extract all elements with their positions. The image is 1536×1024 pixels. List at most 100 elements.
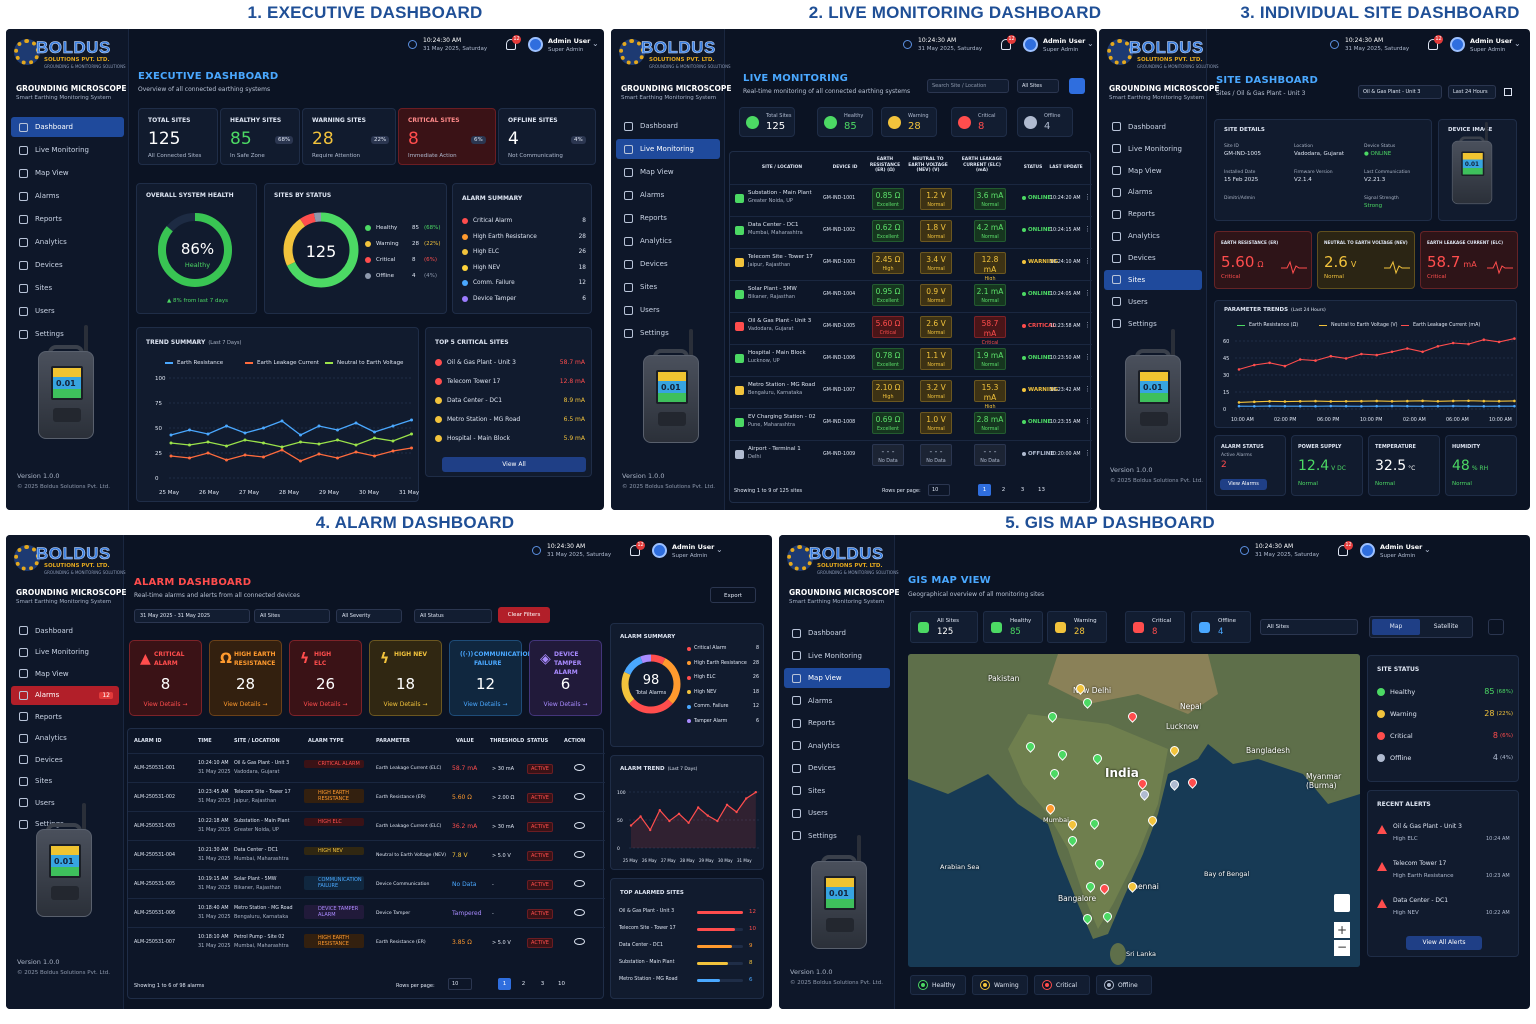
- user-menu[interactable]: Admin User Super Admin: [672, 543, 714, 561]
- pagination-page[interactable]: 1: [978, 484, 991, 496]
- pegman-icon[interactable]: [1334, 894, 1350, 912]
- rows-per-page-select[interactable]: 10: [448, 978, 472, 990]
- table-row[interactable]: ALM-250531-005 10:19:15 AM 31 May 2025 Sola…: [128, 869, 605, 898]
- row-menu-icon[interactable]: ⋮: [1084, 225, 1091, 233]
- sidebar-item-devices[interactable]: Devices: [784, 758, 890, 778]
- notification-bell-icon[interactable]: [1338, 545, 1348, 556]
- alarm-type-card[interactable]: ϟ HIGH ELC 26 View Details →: [289, 640, 362, 716]
- site-select[interactable]: Oil & Gas Plant - Unit 3: [1358, 85, 1442, 99]
- sidebar-item-reports[interactable]: Reports: [1104, 205, 1202, 225]
- view-details-link[interactable]: View Details →: [303, 701, 348, 708]
- avatar[interactable]: [1360, 543, 1375, 558]
- view-details-link[interactable]: View Details →: [383, 701, 428, 708]
- view-eye-icon[interactable]: [574, 851, 585, 858]
- filter-select[interactable]: All Sites: [254, 609, 330, 623]
- alarm-type-card[interactable]: ▲ CRITICAL ALARM 8 View Details →: [129, 640, 202, 716]
- pagination-page[interactable]: 2: [1001, 487, 1006, 493]
- sidebar-item-devices[interactable]: Devices: [1104, 248, 1202, 268]
- table-row[interactable]: ALM-250531-004 10:21:30 AM 31 May 2025 Data…: [128, 840, 605, 869]
- sidebar-item-settings[interactable]: Settings: [1104, 314, 1202, 334]
- status-chip[interactable]: Critical 8: [1125, 611, 1185, 643]
- table-row[interactable]: Metro Station - MG Road Bengaluru, Karnat…: [730, 376, 1092, 410]
- sidebar-item-reports[interactable]: Reports: [616, 208, 720, 228]
- sidebar-item-settings[interactable]: Settings: [616, 323, 720, 343]
- view-eye-icon[interactable]: [574, 880, 585, 887]
- map-toggle-map[interactable]: Map: [1372, 619, 1420, 635]
- sidebar-item-dashboard[interactable]: Dashboard: [11, 621, 119, 640]
- sidebar-item-analytics[interactable]: Analytics: [11, 729, 119, 748]
- sidebar-item-alarms[interactable]: Alarms: [1104, 183, 1202, 203]
- notification-bell-icon[interactable]: [1428, 39, 1438, 50]
- table-row[interactable]: ALM-250531-007 10:18:10 AM 31 May 2025 Petr…: [128, 927, 605, 956]
- status-chip[interactable]: Offline 4: [1191, 611, 1251, 643]
- status-chip[interactable]: Healthy 85: [983, 611, 1043, 643]
- sidebar-item-sites[interactable]: Sites: [1104, 270, 1202, 290]
- sidebar-item-analytics[interactable]: Analytics: [616, 231, 720, 251]
- chevron-down-icon[interactable]: ⌄: [1424, 545, 1431, 554]
- view-eye-icon[interactable]: [574, 764, 585, 771]
- sidebar-item-live-monitoring[interactable]: Live Monitoring: [11, 140, 124, 160]
- avatar[interactable]: [652, 543, 667, 558]
- fullscreen-icon[interactable]: [1488, 619, 1504, 635]
- alarm-type-card[interactable]: ◈ DEVICE TAMPER ALARM 6 View Details →: [529, 640, 602, 716]
- pagination-page[interactable]: 1: [498, 978, 511, 990]
- filter-select[interactable]: 31 May 2025 - 31 May 2025: [134, 609, 250, 623]
- notification-bell-icon[interactable]: [1001, 39, 1011, 50]
- table-row[interactable]: ALM-250531-002 10:23:45 AM 31 May 2025 Tele…: [128, 782, 605, 811]
- user-menu[interactable]: Admin User Super Admin: [548, 37, 590, 55]
- sidebar-item-devices[interactable]: Devices: [616, 254, 720, 274]
- table-row[interactable]: Hospital - Main Block Lucknow, UP GM-IND-1…: [730, 344, 1092, 374]
- table-row[interactable]: Data Center - DC1 Mumbai, Maharashtra GM-I…: [730, 216, 1092, 246]
- table-row[interactable]: ALM-250531-001 10:24:10 AM 31 May 2025 Oil …: [128, 753, 605, 782]
- sidebar-item-alarms[interactable]: Alarms: [616, 185, 720, 205]
- view-details-link[interactable]: View Details →: [543, 701, 588, 708]
- sidebar-item-users[interactable]: Users: [784, 803, 890, 823]
- row-menu-icon[interactable]: ⋮: [1084, 193, 1091, 201]
- sidebar-item-sites[interactable]: Sites: [784, 781, 890, 801]
- filter-select[interactable]: All Status: [414, 609, 492, 623]
- sidebar-item-alarms[interactable]: Alarms: [784, 691, 890, 711]
- user-menu[interactable]: Admin User Super Admin: [1043, 37, 1085, 55]
- critical-site-item[interactable]: Data Center - DC1 8.9 mA: [435, 397, 585, 404]
- search-input[interactable]: Search Site / Location: [927, 79, 1009, 93]
- sidebar-item-sites[interactable]: Sites: [11, 278, 124, 298]
- rows-per-page-select[interactable]: 10: [928, 484, 950, 496]
- critical-site-item[interactable]: Oil & Gas Plant - Unit 3 58.7 mA: [435, 359, 585, 366]
- sidebar-item-users[interactable]: Users: [11, 793, 119, 812]
- view-all-alerts-button[interactable]: View All Alerts: [1406, 936, 1482, 950]
- sidebar-item-dashboard[interactable]: Dashboard: [11, 117, 124, 137]
- sidebar-item-reports[interactable]: Reports: [784, 713, 890, 733]
- sidebar-item-live-monitoring[interactable]: Live Monitoring: [1104, 139, 1202, 159]
- table-row[interactable]: ALM-250531-006 10:18:40 AM 31 May 2025 Metr…: [128, 898, 605, 927]
- avatar[interactable]: [1023, 37, 1038, 52]
- critical-site-item[interactable]: Hospital - Main Block 5.9 mA: [435, 435, 585, 442]
- chevron-down-icon[interactable]: ⌄: [1514, 39, 1521, 48]
- sidebar-item-reports[interactable]: Reports: [11, 209, 124, 229]
- sidebar-item-map-view[interactable]: Map View: [11, 664, 119, 683]
- table-row[interactable]: Substation - Main Plant Greater Noida, UP…: [730, 184, 1092, 214]
- avatar[interactable]: [1450, 37, 1465, 52]
- sidebar-item-sites[interactable]: Sites: [11, 772, 119, 791]
- site-filter-select[interactable]: All Sites: [1260, 619, 1358, 635]
- sidebar-item-devices[interactable]: Devices: [11, 750, 119, 769]
- export-icon[interactable]: [1504, 88, 1512, 96]
- sidebar-item-alarms[interactable]: Alarms: [11, 186, 124, 206]
- view-eye-icon[interactable]: [574, 938, 585, 945]
- view-eye-icon[interactable]: [574, 793, 585, 800]
- time-range-select[interactable]: Last 24 Hours: [1448, 85, 1496, 99]
- chevron-down-icon[interactable]: ⌄: [716, 545, 723, 554]
- chevron-down-icon[interactable]: ⌄: [1087, 39, 1094, 48]
- row-menu-icon[interactable]: ⋮: [1084, 353, 1091, 361]
- row-menu-icon[interactable]: ⋮: [1084, 385, 1091, 393]
- zoom-in-button[interactable]: +: [1334, 922, 1350, 938]
- sidebar-item-reports[interactable]: Reports: [11, 707, 119, 726]
- zoom-out-button[interactable]: −: [1334, 940, 1350, 956]
- sidebar-item-map-view[interactable]: Map View: [784, 668, 890, 688]
- user-menu[interactable]: Admin User Super Admin: [1380, 543, 1422, 561]
- sidebar-item-map-view[interactable]: Map View: [11, 163, 124, 183]
- sidebar-item-analytics[interactable]: Analytics: [784, 736, 890, 756]
- sidebar-item-live-monitoring[interactable]: Live Monitoring: [11, 643, 119, 662]
- view-all-button[interactable]: View All: [442, 457, 586, 472]
- pagination-page[interactable]: 13: [1038, 487, 1045, 493]
- sidebar-item-dashboard[interactable]: Dashboard: [784, 623, 890, 643]
